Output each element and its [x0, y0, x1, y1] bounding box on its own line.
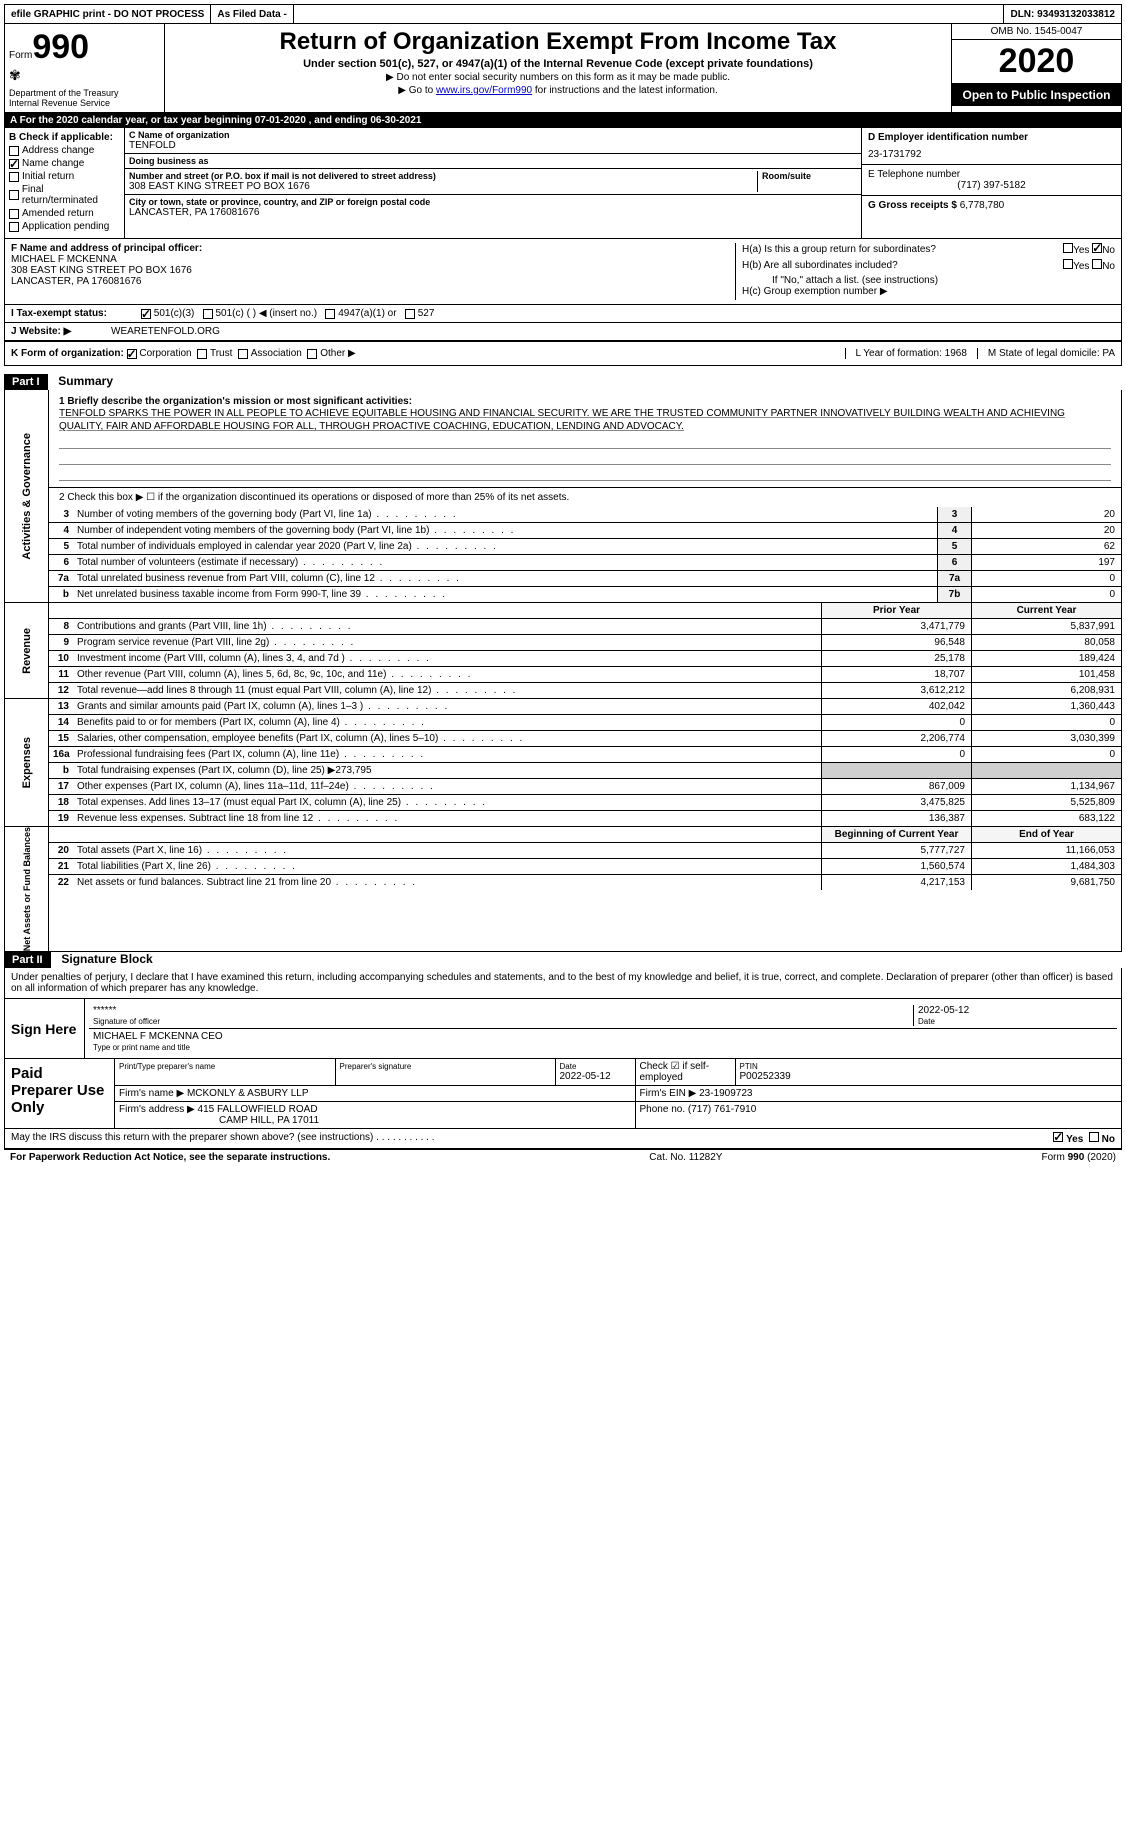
- mission-statement: TENFOLD SPARKS THE POWER IN ALL PEOPLE T…: [59, 407, 1111, 433]
- sign-here-block: Sign Here ****** Signature of officer 20…: [4, 999, 1122, 1059]
- section-fh: F Name and address of principal officer:…: [4, 239, 1122, 305]
- form-header: Form990 ✾ Department of the Treasury Int…: [4, 24, 1122, 113]
- checkbox-name-change[interactable]: Name change: [9, 158, 120, 169]
- checkbox-application-pending[interactable]: Application pending: [9, 221, 120, 232]
- line-7a: 7aTotal unrelated business revenue from …: [49, 571, 1121, 587]
- efile-notice: efile GRAPHIC print - DO NOT PROCESS: [5, 5, 211, 23]
- form-number: 990: [32, 28, 89, 66]
- declaration: Under penalties of perjury, I declare th…: [4, 968, 1122, 999]
- checkbox-initial-return[interactable]: Initial return: [9, 171, 120, 182]
- revenue-section: Revenue Prior Year Current Year 8Contrib…: [4, 603, 1122, 699]
- line-14: 14Benefits paid to or for members (Part …: [49, 715, 1121, 731]
- line-3: 3Number of voting members of the governi…: [49, 507, 1121, 523]
- line-9: 9Program service revenue (Part VIII, lin…: [49, 635, 1121, 651]
- section-bcd: B Check if applicable: Address changeNam…: [4, 128, 1122, 239]
- paid-preparer-block: Paid Preparer Use Only Print/Type prepar…: [4, 1059, 1122, 1129]
- line-b: bTotal fundraising expenses (Part IX, co…: [49, 763, 1121, 779]
- omb-number: OMB No. 1545-0047: [952, 24, 1121, 40]
- firm-ein: 23-1909723: [699, 1088, 752, 1099]
- line-13: 13Grants and similar amounts paid (Part …: [49, 699, 1121, 715]
- as-filed: As Filed Data -: [211, 5, 293, 23]
- officer-sig-name: MICHAEL F MCKENNA CEO: [93, 1031, 1113, 1042]
- part1-tab: Part I: [4, 374, 48, 390]
- website: WEARETENFOLD.ORG: [111, 326, 220, 337]
- line-18: 18Total expenses. Add lines 13–17 (must …: [49, 795, 1121, 811]
- section-d: D Employer identification number 23-1731…: [861, 128, 1121, 238]
- line-16a: 16aProfessional fundraising fees (Part I…: [49, 747, 1121, 763]
- tax-year: 2020: [952, 40, 1121, 83]
- 501c3-checkbox[interactable]: [141, 309, 151, 319]
- may-irs-discuss: May the IRS discuss this return with the…: [4, 1129, 1122, 1149]
- row-k: K Form of organization: Corporation Trus…: [4, 342, 1122, 366]
- main-title: Return of Organization Exempt From Incom…: [173, 28, 943, 56]
- checkbox-final-return/terminated[interactable]: Final return/terminated: [9, 184, 120, 206]
- line-15: 15Salaries, other compensation, employee…: [49, 731, 1121, 747]
- line-17: 17Other expenses (Part IX, column (A), l…: [49, 779, 1121, 795]
- open-to-public: Open to Public Inspection: [952, 83, 1121, 106]
- line-22: 22Net assets or fund balances. Subtract …: [49, 875, 1121, 890]
- officer-name: MICHAEL F MCKENNA: [11, 254, 735, 265]
- net-assets-section: Net Assets or Fund Balances Beginning of…: [4, 827, 1122, 952]
- gross-receipts: 6,778,780: [960, 200, 1005, 211]
- line-20: 20Total assets (Part X, line 16)5,777,72…: [49, 843, 1121, 859]
- line-11: 11Other revenue (Part VIII, column (A), …: [49, 667, 1121, 683]
- top-bar: efile GRAPHIC print - DO NOT PROCESS As …: [4, 4, 1122, 24]
- expenses-section: Expenses 13Grants and similar amounts pa…: [4, 699, 1122, 827]
- line-12: 12Total revenue—add lines 8 through 11 (…: [49, 683, 1121, 698]
- street-address: 308 EAST KING STREET PO BOX 1676: [129, 181, 757, 192]
- section-b: B Check if applicable: Address changeNam…: [5, 128, 125, 238]
- line-5: 5Total number of individuals employed in…: [49, 539, 1121, 555]
- line-8: 8Contributions and grants (Part VIII, li…: [49, 619, 1121, 635]
- checkbox-amended-return[interactable]: Amended return: [9, 208, 120, 219]
- ptin: P00252339: [740, 1071, 1118, 1082]
- ein: 23-1731792: [868, 149, 1115, 160]
- line-7b: bNet unrelated business taxable income f…: [49, 587, 1121, 602]
- org-name: TENFOLD: [129, 140, 857, 151]
- form-990-page: efile GRAPHIC print - DO NOT PROCESS As …: [0, 0, 1126, 1169]
- title-box: Return of Organization Exempt From Incom…: [165, 24, 951, 112]
- dln: DLN: 93493132033812: [1004, 5, 1121, 23]
- phone: (717) 397-5182: [868, 180, 1115, 191]
- line-4: 4Number of independent voting members of…: [49, 523, 1121, 539]
- firm-name: MCKONLY & ASBURY LLP: [187, 1088, 309, 1099]
- year-box: OMB No. 1545-0047 2020 Open to Public In…: [951, 24, 1121, 112]
- section-c: C Name of organization TENFOLD Doing bus…: [125, 128, 861, 238]
- dept-label: Department of the Treasury Internal Reve…: [9, 88, 160, 108]
- row-a-period: A For the 2020 calendar year, or tax yea…: [4, 113, 1122, 128]
- line-10: 10Investment income (Part VIII, column (…: [49, 651, 1121, 667]
- line-19: 19Revenue less expenses. Subtract line 1…: [49, 811, 1121, 826]
- part2-tab: Part II: [4, 952, 51, 968]
- line-6: 6Total number of volunteers (estimate if…: [49, 555, 1121, 571]
- city-state-zip: LANCASTER, PA 176081676: [129, 207, 857, 218]
- line-21: 21Total liabilities (Part X, line 26)1,5…: [49, 859, 1121, 875]
- irs-link[interactable]: www.irs.gov/Form990: [436, 85, 532, 96]
- section-ij: I Tax-exempt status: 501(c)(3) 501(c) ( …: [4, 305, 1122, 342]
- activities-governance: Activities & Governance 1 Briefly descri…: [4, 390, 1122, 603]
- checkbox-address-change[interactable]: Address change: [9, 145, 120, 156]
- form-id-box: Form990 ✾ Department of the Treasury Int…: [5, 24, 165, 112]
- page-footer: For Paperwork Reduction Act Notice, see …: [4, 1149, 1122, 1165]
